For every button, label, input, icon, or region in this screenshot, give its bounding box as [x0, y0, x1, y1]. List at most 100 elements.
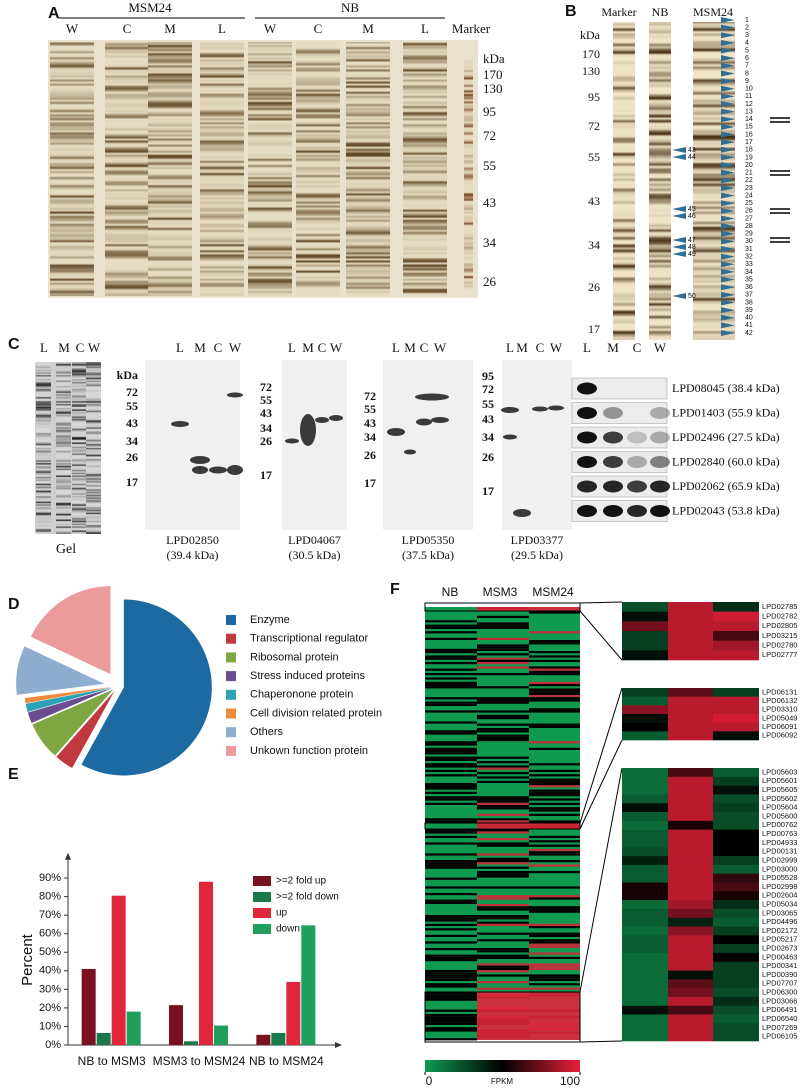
overview-stripe: [529, 684, 580, 687]
row-label: LPD02604: [762, 891, 797, 900]
heatmap-cell: [713, 829, 759, 839]
overview-stripe: [425, 747, 477, 750]
overview-stripe: [477, 886, 529, 889]
band-arrow: [721, 55, 735, 62]
overview-stripe: [425, 941, 477, 944]
band-arrow: [721, 47, 735, 54]
marker-lane: [464, 60, 473, 290]
row-label: LPD02172: [762, 926, 797, 935]
heatmap-cell: [622, 1014, 668, 1024]
row-label: LPD06091: [762, 722, 797, 731]
row-label: LPD07707: [762, 979, 797, 988]
axis-arrow: [335, 1042, 342, 1048]
blot-band: [503, 434, 517, 440]
lane-label: L: [218, 21, 226, 36]
gel-lane: [50, 42, 94, 296]
bar: [81, 968, 96, 1045]
marker-size: 17: [482, 484, 494, 498]
band-arrow: [721, 200, 735, 207]
heatmap-cell: [713, 696, 759, 706]
lane-label: M: [362, 21, 374, 36]
lane-label: C: [633, 340, 642, 355]
marker-size: 72: [260, 380, 272, 394]
lane-label: Marker: [601, 5, 636, 19]
heatmap-cell: [713, 988, 759, 998]
band-number: 32: [745, 254, 753, 261]
band-arrow: [721, 330, 735, 336]
overview-stripe: [425, 798, 477, 801]
overview-stripe: [425, 978, 477, 981]
heatmap-cell: [713, 776, 759, 786]
overview-stripe: [477, 895, 529, 898]
overview-stripe: [425, 919, 477, 922]
marker-label: Marker: [452, 21, 491, 36]
band-number: 13: [745, 108, 753, 115]
overview-stripe: [477, 923, 529, 926]
marker-size: 55: [483, 158, 496, 173]
overview-stripe: [425, 1020, 477, 1023]
legend-swatch: [226, 708, 236, 719]
overview-stripe: [425, 976, 477, 979]
overview-stripe: [425, 637, 477, 640]
overview-stripe: [425, 954, 477, 957]
overview-stripe: [477, 875, 529, 878]
overview-stripe: [425, 864, 477, 867]
overview-stripe: [529, 813, 580, 816]
marker-size: 72: [482, 382, 494, 396]
band-arrow: [672, 293, 686, 299]
legend-label: down: [276, 924, 300, 935]
overview-stripe: [529, 640, 580, 643]
overview-stripe: [529, 906, 580, 909]
overview-stripe: [477, 831, 529, 834]
strip-band: [650, 480, 670, 493]
row-label: LPD05604: [762, 803, 797, 812]
overview-stripe: [477, 710, 529, 713]
heatmap-cell: [668, 731, 714, 741]
heatmap-cell: [668, 970, 714, 980]
band-arrow: [721, 154, 735, 161]
overview-stripe: [425, 1009, 477, 1012]
bar: [214, 1025, 228, 1045]
overview-stripe: [477, 838, 529, 841]
overview-stripe: [477, 897, 529, 900]
marker-size: 17: [588, 322, 600, 336]
overview-stripe: [529, 941, 580, 944]
overview-stripe: [529, 794, 580, 797]
lane-label: M: [302, 340, 314, 355]
overview-stripe: [529, 851, 580, 854]
band-number: 7: [745, 63, 749, 70]
overview-stripe: [477, 954, 529, 957]
panel-label: D: [8, 596, 20, 613]
lane-label: C: [76, 340, 85, 355]
heatmap-cell: [713, 882, 759, 892]
legend-label: Transcriptional regulator: [250, 633, 369, 645]
heatmap-cell: [668, 926, 714, 936]
strip-band: [603, 407, 623, 419]
heatmap-cell: [713, 952, 759, 963]
strip-label: LPD01403 (55.9 kDa): [672, 405, 780, 419]
blot-band: [416, 418, 432, 426]
strip-band: [577, 431, 597, 444]
overview-stripe: [425, 970, 477, 973]
band-number: 17: [745, 139, 753, 146]
band-arrow: [721, 146, 735, 153]
overview-stripe: [425, 829, 477, 832]
heatmap-cell: [668, 961, 714, 971]
blot-mass: (29.5 kDa): [511, 548, 563, 562]
overview-stripe: [425, 1022, 477, 1025]
overview-stripe: [477, 915, 529, 918]
overview-stripe: [425, 959, 477, 962]
strip-band: [577, 480, 597, 493]
blot-mass: (39.4 kDa): [167, 548, 219, 562]
marker-size: 17: [126, 475, 138, 489]
strip-label: LPD02043 (53.8 kDa): [672, 503, 780, 517]
overview-stripe: [425, 763, 477, 766]
strip-label: LPD02062 (65.9 kDa): [672, 479, 780, 493]
heatmap-cell: [622, 917, 668, 927]
overview-stripe: [477, 807, 529, 810]
band-arrow: [721, 93, 735, 100]
overview-stripe: [477, 917, 529, 920]
heatmap-cell: [668, 829, 714, 839]
lane-label: C: [314, 21, 323, 36]
heatmap-cell: [713, 611, 759, 622]
